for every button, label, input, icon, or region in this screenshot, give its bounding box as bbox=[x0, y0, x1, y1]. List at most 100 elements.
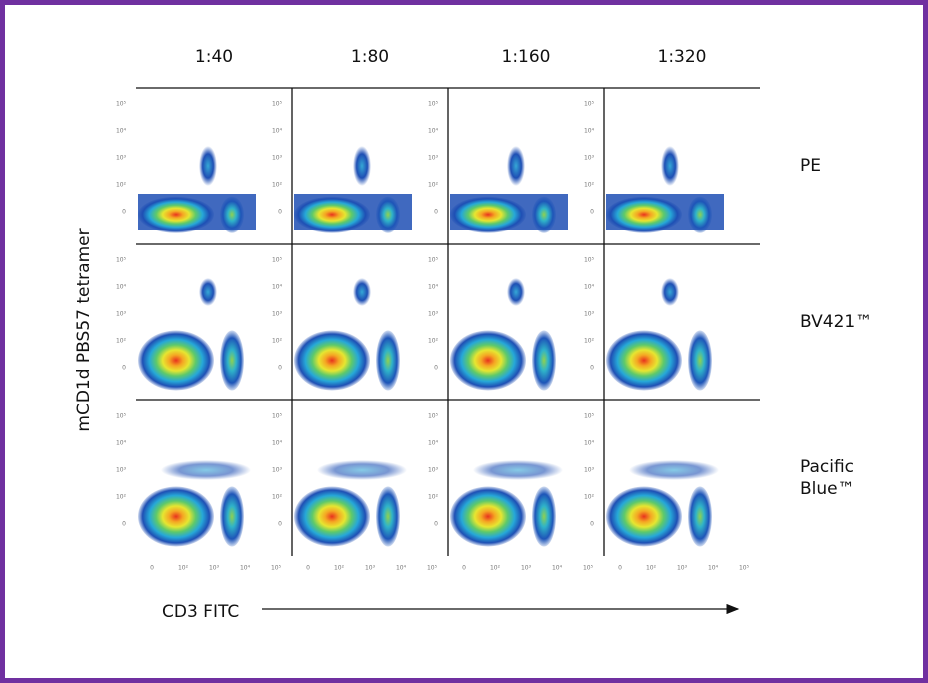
y-tick-label: 10⁵ bbox=[584, 413, 595, 420]
population bbox=[688, 486, 712, 547]
x-axis-label: CD3 FITC bbox=[162, 602, 239, 622]
y-tick-label: 10³ bbox=[272, 155, 283, 162]
x-tick-label: 10² bbox=[334, 565, 345, 572]
y-tick-label: 10⁵ bbox=[272, 257, 283, 264]
y-tick-label: 10⁴ bbox=[428, 128, 439, 135]
population bbox=[450, 196, 526, 233]
y-tick-label: 10⁵ bbox=[272, 413, 283, 420]
population bbox=[220, 330, 244, 391]
population bbox=[606, 196, 682, 233]
x-tick-label: 10⁵ bbox=[427, 565, 438, 572]
y-tick-label: 10² bbox=[272, 494, 283, 501]
y-tick-label: 0 bbox=[434, 365, 438, 372]
y-tick-label: 0 bbox=[278, 209, 282, 216]
population bbox=[220, 486, 244, 547]
y-tick-label: 10⁴ bbox=[584, 284, 595, 291]
population bbox=[532, 486, 556, 547]
y-tick-label: 10⁵ bbox=[116, 413, 127, 420]
tetramer-cluster bbox=[661, 146, 679, 186]
y-tick-label: 10² bbox=[428, 338, 439, 345]
y-tick-label: 10³ bbox=[428, 155, 439, 162]
y-tick-label: 0 bbox=[590, 521, 594, 528]
tetramer-cluster bbox=[507, 278, 525, 306]
y-tick-label: 10⁵ bbox=[116, 101, 127, 108]
y-tick-label: 0 bbox=[590, 365, 594, 372]
y-tick-label: 10⁴ bbox=[272, 284, 283, 291]
y-tick-label: 10³ bbox=[584, 155, 595, 162]
x-tick-label: 10⁵ bbox=[271, 565, 282, 572]
y-tick-label: 0 bbox=[590, 209, 594, 216]
y-tick-label: 10² bbox=[428, 182, 439, 189]
y-tick-label: 10³ bbox=[428, 467, 439, 474]
population bbox=[450, 330, 526, 391]
x-tick-label: 10² bbox=[646, 565, 657, 572]
scatter-haze bbox=[629, 460, 719, 480]
y-tick-label: 10² bbox=[584, 182, 595, 189]
x-tick-label: 10³ bbox=[365, 565, 376, 572]
y-tick-label: 10⁵ bbox=[272, 101, 283, 108]
y-tick-label: 10² bbox=[116, 494, 127, 501]
x-tick-label: 10⁴ bbox=[396, 565, 407, 572]
y-tick-label: 10⁴ bbox=[428, 284, 439, 291]
x-tick-label: 10³ bbox=[521, 565, 532, 572]
y-tick-label: 10⁴ bbox=[116, 284, 127, 291]
y-tick-label: 10³ bbox=[272, 467, 283, 474]
population bbox=[376, 486, 400, 547]
y-tick-label: 10⁴ bbox=[428, 440, 439, 447]
y-tick-label: 10² bbox=[584, 494, 595, 501]
column-label: 1:160 bbox=[502, 47, 551, 67]
y-tick-label: 10³ bbox=[428, 311, 439, 318]
population bbox=[688, 196, 712, 233]
x-tick-label: 10⁵ bbox=[583, 565, 594, 572]
population bbox=[220, 196, 244, 233]
y-axis-label: mCD1d PBS57 tetramer bbox=[74, 228, 94, 431]
population bbox=[606, 486, 682, 547]
y-tick-label: 0 bbox=[434, 521, 438, 528]
y-tick-label: 10³ bbox=[116, 311, 127, 318]
population bbox=[294, 196, 370, 233]
y-tick-label: 10⁴ bbox=[272, 440, 283, 447]
population bbox=[606, 330, 682, 391]
row-label: Pacific bbox=[800, 457, 854, 477]
x-tick-label: 10³ bbox=[209, 565, 220, 572]
x-tick-label: 0 bbox=[306, 565, 310, 572]
population bbox=[138, 196, 214, 233]
x-tick-label: 0 bbox=[462, 565, 466, 572]
scatter-haze bbox=[317, 460, 407, 480]
population bbox=[376, 330, 400, 391]
y-tick-label: 10⁵ bbox=[428, 101, 439, 108]
column-label: 1:40 bbox=[195, 47, 233, 67]
y-tick-label: 10⁵ bbox=[428, 413, 439, 420]
tetramer-cluster bbox=[353, 146, 371, 186]
y-tick-label: 0 bbox=[122, 209, 126, 216]
y-tick-label: 10⁵ bbox=[584, 257, 595, 264]
population bbox=[376, 196, 400, 233]
y-tick-label: 10² bbox=[272, 182, 283, 189]
population bbox=[688, 330, 712, 391]
y-tick-label: 10² bbox=[584, 338, 595, 345]
population bbox=[138, 486, 214, 547]
row-label: Blue™ bbox=[800, 479, 855, 499]
y-tick-label: 0 bbox=[122, 365, 126, 372]
y-tick-label: 10² bbox=[272, 338, 283, 345]
y-tick-label: 10⁵ bbox=[116, 257, 127, 264]
y-tick-label: 10³ bbox=[584, 311, 595, 318]
row-label: PE bbox=[800, 156, 821, 176]
y-tick-label: 10⁴ bbox=[272, 128, 283, 135]
x-tick-label: 10² bbox=[490, 565, 501, 572]
population bbox=[532, 330, 556, 391]
tetramer-cluster bbox=[199, 146, 217, 186]
y-tick-label: 0 bbox=[434, 209, 438, 216]
column-label: 1:80 bbox=[351, 47, 389, 67]
y-tick-label: 10³ bbox=[272, 311, 283, 318]
y-tick-label: 10⁵ bbox=[428, 257, 439, 264]
y-tick-label: 10³ bbox=[116, 155, 127, 162]
x-tick-label: 0 bbox=[150, 565, 154, 572]
y-tick-label: 10³ bbox=[584, 467, 595, 474]
x-tick-label: 10⁴ bbox=[240, 565, 251, 572]
tetramer-cluster bbox=[353, 278, 371, 306]
y-tick-label: 10² bbox=[116, 338, 127, 345]
y-tick-label: 10⁵ bbox=[584, 101, 595, 108]
y-tick-label: 10⁴ bbox=[584, 128, 595, 135]
